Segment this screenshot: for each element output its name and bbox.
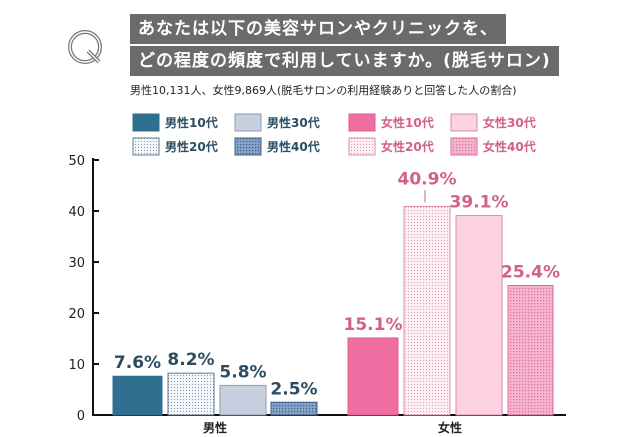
title-line-1: あなたは以下の美容サロンやクリニックを、 [130, 14, 506, 44]
y-tick-label: 10 [68, 358, 85, 373]
legend-label: 男性10代 [165, 115, 218, 130]
bar-value-label: 25.4% [501, 262, 560, 282]
bar [347, 337, 399, 416]
legend-item: 男性10代 [132, 113, 218, 132]
legend-item: 男性40代 [234, 137, 320, 156]
y-tick-label: 20 [68, 307, 85, 322]
legend-swatch [450, 113, 478, 132]
legend-swatch [234, 113, 262, 132]
bar [167, 372, 215, 416]
legend-item: 男性20代 [132, 137, 218, 156]
legend-label: 男性20代 [165, 139, 218, 154]
bar-value-label: 39.1% [450, 193, 509, 213]
legend-swatch [132, 113, 160, 132]
legend-swatch [234, 137, 262, 156]
legend-swatch [132, 137, 160, 156]
legend-item: 男性30代 [234, 113, 320, 132]
x-category-label: 男性 [203, 420, 227, 435]
legend-item: 女性40代 [450, 137, 536, 156]
bar [455, 215, 503, 416]
legend-label: 女性20代 [381, 139, 434, 154]
y-tick-label: 0 [77, 409, 85, 424]
legend-swatch [450, 137, 478, 156]
bar-value-label: 5.8% [219, 362, 266, 382]
bar-value-label: 8.2% [167, 350, 214, 370]
legend-label: 女性40代 [483, 139, 536, 154]
bar-value-label: 2.5% [270, 379, 317, 399]
legend-swatch [348, 137, 376, 156]
bar [270, 401, 318, 416]
legend-item: 女性20代 [348, 137, 434, 156]
bar [507, 284, 554, 416]
bar-value-label: 15.1% [344, 315, 403, 335]
legend-label: 男性30代 [267, 115, 320, 130]
legend-item: 女性30代 [450, 113, 536, 132]
bar-value-label: 40.9% [398, 169, 457, 189]
bar [403, 205, 451, 416]
title-line-2: どの程度の頻度で利用していますか。(脱毛サロン) [130, 46, 559, 76]
subtitle: 男性10,131人、女性9,869人(脱毛サロンの利用経験ありと回答した人の割合… [130, 84, 517, 97]
x-category-label: 女性 [438, 420, 462, 435]
y-tick-label: 50 [68, 154, 85, 169]
y-tick-label: 30 [68, 256, 85, 271]
bar [112, 375, 163, 416]
legend-item: 女性10代 [348, 113, 434, 132]
bar-value-label: 7.6% [114, 353, 161, 373]
bar [219, 384, 267, 416]
q-icon [68, 30, 102, 64]
y-tick-label: 40 [68, 205, 85, 220]
legend-label: 女性10代 [381, 115, 434, 130]
legend-label: 女性30代 [483, 115, 536, 130]
legend-swatch [348, 113, 376, 132]
legend-label: 男性40代 [267, 139, 320, 154]
